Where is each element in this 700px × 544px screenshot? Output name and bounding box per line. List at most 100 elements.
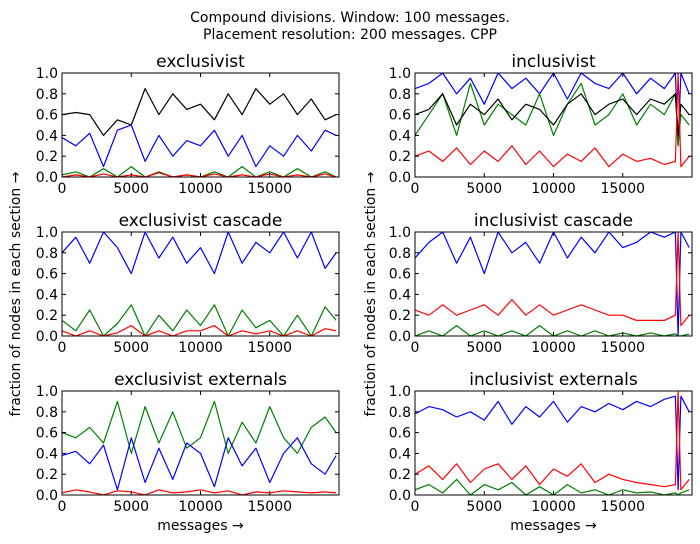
panel-series-group — [415, 391, 690, 495]
chart-panel-2: inclusivist 0.0 0.2 0.4 0.6 0.8 1.0 0 5000 10000 1… — [389, 52, 693, 197]
panel-series-group — [62, 400, 337, 495]
series-line-black — [415, 93, 690, 136]
y-tick-label: 0.8 — [389, 87, 411, 103]
chart-panels: exclusivist 0.0 0.2 0.4 0.6 0.8 1.0 0 5000 10000 1… — [36, 52, 693, 534]
y-tick-label: 0.8 — [389, 246, 411, 262]
series-line-red — [62, 489, 337, 495]
y-tick-label: 0.2 — [36, 467, 58, 483]
series-line-green — [415, 325, 690, 336]
x-tick-label: 0 — [411, 340, 420, 356]
y-tick-label: 0.4 — [36, 128, 58, 144]
y-tick-label: 1.0 — [389, 225, 411, 241]
x-tick-label: 10000 — [178, 340, 223, 356]
y-tick-label: 0.2 — [389, 467, 411, 483]
y-tick-label: 1.0 — [389, 66, 411, 82]
chart-panel-5: exclusivist externals 0.0 0.2 0.4 0.6 0.8 1.0 0… — [36, 370, 340, 534]
plot-frame — [61, 72, 340, 178]
y-tick-label: 0.8 — [36, 87, 58, 103]
series-line-blue — [62, 124, 337, 168]
series-line-green — [415, 478, 690, 495]
y-tick-label: 0.2 — [389, 308, 411, 324]
y-tick-label: 1.0 — [36, 225, 58, 241]
figure-suptitle-line2: Placement resolution: 200 messages. CPP — [203, 27, 497, 43]
y-tick-label: 0.4 — [36, 287, 58, 303]
y-tick-label: 0.6 — [389, 108, 411, 124]
x-tick-label: 5000 — [466, 340, 502, 356]
x-tick-label: 0 — [58, 181, 67, 197]
x-tick-label: 15000 — [600, 499, 645, 515]
series-line-green — [62, 400, 337, 454]
figure-suptitle-line1: Compound divisions. Window: 100 messages… — [190, 10, 510, 26]
x-tick-label: 10000 — [531, 340, 576, 356]
y-tick-label: 1.0 — [389, 384, 411, 400]
right-shared-ylabel: fraction of nodes in each section → — [363, 171, 379, 416]
series-line-blue — [62, 437, 337, 491]
panel-title: exclusivist externals — [114, 370, 287, 390]
y-tick-label: 0.2 — [36, 149, 58, 165]
series-line-red — [62, 172, 337, 177]
chart-panel-3: exclusivist cascade 0.0 0.2 0.4 0.6 0.8 1.0 0 50… — [36, 211, 340, 356]
x-tick-label: 15000 — [247, 181, 292, 197]
x-tick-label: 15000 — [247, 499, 292, 515]
y-tick-label: 0.6 — [36, 426, 58, 442]
x-tick-label: 15000 — [600, 340, 645, 356]
x-tick-label: 5000 — [466, 181, 502, 197]
x-tick-label: 10000 — [531, 499, 576, 515]
y-tick-label: 0.4 — [389, 287, 411, 303]
y-tick-label: 0.2 — [36, 308, 58, 324]
panel-title: inclusivist cascade — [474, 211, 633, 231]
panel-title: inclusivist — [511, 52, 596, 72]
panel-title: exclusivist — [156, 52, 245, 72]
series-line-red — [62, 325, 337, 336]
x-axis-label: messages → — [157, 518, 244, 534]
x-tick-label: 0 — [58, 340, 67, 356]
series-line-green — [62, 304, 337, 336]
y-tick-label: 0.6 — [36, 108, 58, 124]
x-axis-label: messages → — [510, 518, 597, 534]
y-tick-label: 0.4 — [389, 128, 411, 144]
chart-panel-6: inclusivist externals 0.0 0.2 0.4 0.6 0.8 1.0 0… — [389, 370, 693, 534]
y-tick-label: 0.6 — [389, 267, 411, 283]
y-tick-label: 0.8 — [36, 246, 58, 262]
y-tick-label: 0.6 — [36, 267, 58, 283]
x-tick-label: 0 — [411, 181, 420, 197]
y-tick-label: 1.0 — [36, 384, 58, 400]
y-tick-label: 1.0 — [36, 66, 58, 82]
series-line-blue — [415, 232, 690, 336]
panel-series-group — [62, 232, 337, 336]
series-line-blue — [62, 232, 337, 275]
x-tick-label: 0 — [58, 499, 67, 515]
y-tick-label: 0.8 — [389, 405, 411, 421]
y-tick-label: 0.8 — [36, 405, 58, 421]
y-tick-label: 0.0 — [389, 170, 411, 186]
y-tick-label: 0.4 — [36, 446, 58, 462]
x-tick-label: 15000 — [600, 181, 645, 197]
y-tick-label: 0.6 — [389, 426, 411, 442]
y-tick-label: 0.0 — [36, 170, 58, 186]
x-tick-label: 5000 — [113, 181, 149, 197]
y-tick-label: 0.4 — [389, 446, 411, 462]
x-tick-label: 10000 — [178, 499, 223, 515]
y-tick-label: 0.0 — [36, 488, 58, 504]
chart-panel-4: inclusivist cascade 0.0 0.2 0.4 0.6 0.8 1.0 0 50… — [389, 211, 693, 356]
y-tick-label: 0.0 — [389, 488, 411, 504]
x-tick-label: 5000 — [113, 340, 149, 356]
panel-title: inclusivist externals — [469, 370, 638, 390]
series-line-black — [62, 87, 337, 136]
panel-series-group — [415, 73, 690, 168]
chart-panel-1: exclusivist 0.0 0.2 0.4 0.6 0.8 1.0 0 5000 10000 1… — [36, 52, 340, 197]
panel-title: exclusivist cascade — [119, 211, 283, 231]
x-tick-label: 10000 — [531, 181, 576, 197]
y-tick-label: 0.2 — [389, 149, 411, 165]
panel-series-group — [62, 87, 337, 177]
series-line-red — [415, 391, 690, 491]
x-tick-label: 10000 — [178, 181, 223, 197]
series-line-green — [62, 166, 337, 177]
x-tick-label: 5000 — [113, 499, 149, 515]
x-tick-label: 5000 — [466, 499, 502, 515]
y-tick-label: 0.0 — [36, 329, 58, 345]
series-line-red — [415, 73, 690, 168]
y-tick-label: 0.0 — [389, 329, 411, 345]
